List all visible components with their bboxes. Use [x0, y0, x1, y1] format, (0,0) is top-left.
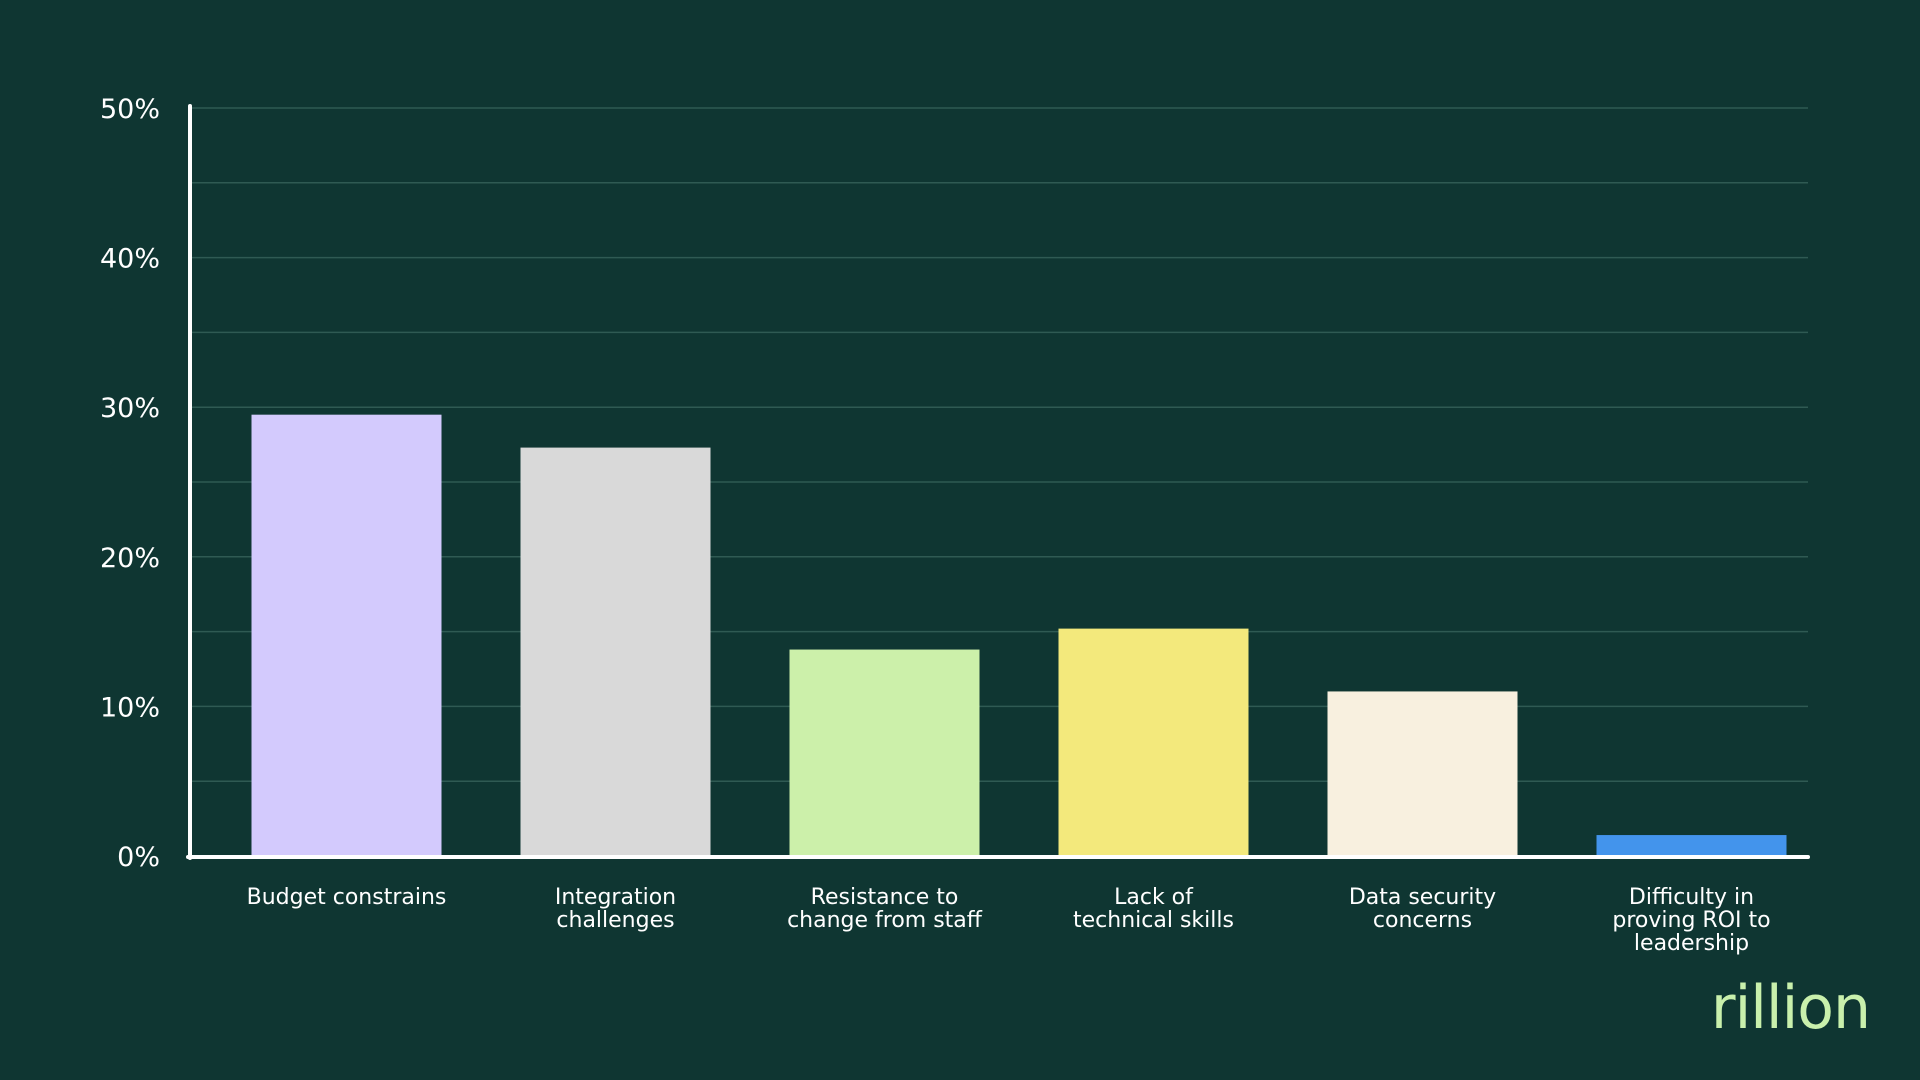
rillion-logo: rillion: [1710, 973, 1871, 1043]
x-category-label: Lack of technical skills: [1073, 885, 1234, 933]
x-category-label-line: Lack of: [1114, 885, 1194, 910]
x-category-label-line: Difficulty in: [1629, 885, 1754, 910]
bar: [1058, 628, 1249, 856]
x-category-label: Resistance to change from staff: [787, 885, 983, 933]
x-category-label-line: challenges: [556, 908, 674, 933]
bar: [1327, 691, 1518, 856]
x-category-label-line: proving ROI to: [1612, 908, 1770, 933]
y-axis-tick-labels: 0% 10% 20% 30% 40% 50%: [100, 94, 160, 873]
axes: [186, 104, 1810, 860]
y-tick-label: 50%: [100, 94, 160, 125]
y-tick-label: 20%: [100, 543, 160, 574]
bar: [520, 447, 711, 856]
x-category-label: Integration challenges: [555, 885, 676, 933]
y-tick-label: 10%: [100, 692, 160, 723]
bars: [251, 414, 1787, 856]
x-category-label-line: technical skills: [1073, 908, 1234, 933]
gridlines: [190, 107, 1808, 782]
bar: [251, 414, 442, 856]
x-category-label-line: Data security: [1349, 885, 1496, 910]
x-category-label-line: leadership: [1634, 931, 1749, 956]
x-category-label-line: Resistance to: [811, 885, 959, 910]
y-tick-label: 30%: [100, 393, 160, 424]
x-category-label-line: Integration: [555, 885, 676, 910]
y-tick-label: 40%: [100, 244, 160, 275]
x-category-label: Difficulty in proving ROI to leadership: [1612, 885, 1770, 956]
x-axis-category-labels: Budget constrains Integration challenges Re…: [247, 885, 1771, 956]
x-category-label-line: concerns: [1373, 908, 1472, 933]
bar: [1596, 835, 1787, 856]
x-category-label-line: Budget constrains: [247, 885, 447, 910]
x-category-label: Budget constrains: [247, 885, 447, 910]
bar: [789, 649, 980, 856]
y-tick-label: 0%: [117, 842, 160, 873]
x-category-label-line: change from staff: [787, 908, 983, 933]
x-category-label: Data security concerns: [1349, 885, 1496, 933]
